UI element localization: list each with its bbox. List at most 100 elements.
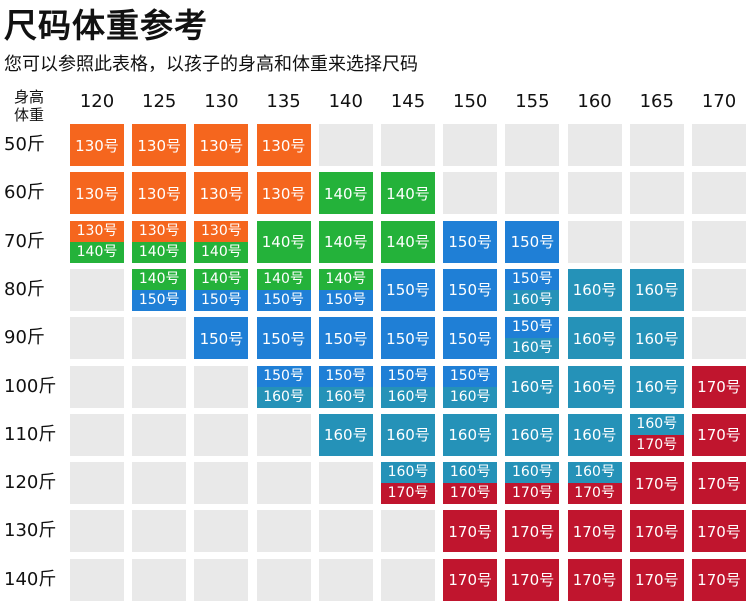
size-label: 150号 <box>443 268 498 311</box>
empty-cell <box>692 268 746 311</box>
size-label: 140号 <box>132 241 187 263</box>
size-cell: 170号 <box>629 510 684 553</box>
size-label: 150号 <box>194 289 249 311</box>
size-cell: 150号 <box>381 268 435 311</box>
size-cell: 140号 <box>318 220 373 263</box>
size-cell: 150号 <box>256 317 311 360</box>
empty-cell <box>505 124 560 166</box>
empty-cell <box>443 124 498 166</box>
size-label: 160号 <box>443 462 498 484</box>
size-cell: 160号 170号 <box>567 462 622 505</box>
size-label: 150号 <box>505 220 560 263</box>
empty-cell <box>318 558 373 601</box>
weight-header-9: 140斤 <box>4 568 57 590</box>
size-label: 170号 <box>443 558 498 601</box>
size-cell: 150号 <box>443 317 498 360</box>
size-label: 140号 <box>256 268 311 290</box>
size-label: 170号 <box>692 558 746 601</box>
size-cell: 150号 <box>381 317 435 360</box>
size-cell: 160号 <box>629 365 684 408</box>
size-label: 170号 <box>381 483 435 505</box>
size-label: 140号 <box>70 241 124 263</box>
weight-header-6: 110斤 <box>4 423 57 445</box>
size-cell: 160号 <box>629 268 684 311</box>
size-cell: 160号 <box>381 413 435 456</box>
size-label: 160号 <box>505 289 560 311</box>
corner-label: 身高 体重 <box>6 88 52 124</box>
size-cell: 170号 <box>567 558 622 601</box>
size-cell: 160号 170号 <box>505 462 560 505</box>
height-header-125: 125 <box>142 91 177 112</box>
size-label: 140号 <box>194 241 249 263</box>
size-label: 170号 <box>692 365 746 408</box>
size-label: 160号 <box>567 462 622 484</box>
size-label: 160号 <box>505 365 560 408</box>
weight-header-0: 50斤 <box>4 134 45 155</box>
size-cell: 140号 150号 <box>194 268 249 311</box>
weight-header-8: 130斤 <box>4 520 57 542</box>
page-title: 尺码体重参考 <box>4 6 208 45</box>
height-header-135: 135 <box>266 91 301 112</box>
size-label: 170号 <box>629 434 684 456</box>
size-cell: 170号 <box>692 558 746 601</box>
size-cell: 140号 <box>256 220 311 263</box>
size-label: 160号 <box>505 462 560 484</box>
size-cell: 160号 <box>505 413 560 456</box>
size-label: 150号 <box>443 365 498 387</box>
size-label: 150号 <box>318 317 373 360</box>
empty-cell <box>692 220 746 263</box>
size-label: 170号 <box>443 483 498 505</box>
empty-cell <box>132 365 187 408</box>
empty-cell <box>381 558 435 601</box>
size-label: 150号 <box>318 289 373 311</box>
empty-cell <box>381 124 435 166</box>
size-cell: 170号 <box>567 510 622 553</box>
size-cell: 140号 <box>381 220 435 263</box>
empty-cell <box>381 510 435 553</box>
weight-header-3: 80斤 <box>4 278 45 300</box>
size-label: 130号 <box>132 220 187 242</box>
size-label: 160号 <box>318 413 373 456</box>
height-header-165: 165 <box>639 91 674 112</box>
size-cell: 150号 <box>443 268 498 311</box>
empty-cell <box>132 558 187 601</box>
size-label: 130号 <box>70 220 124 242</box>
size-label: 170号 <box>692 462 746 505</box>
empty-cell <box>692 317 746 360</box>
size-label: 150号 <box>318 365 373 387</box>
size-label: 160号 <box>256 386 311 408</box>
empty-cell <box>256 558 311 601</box>
size-label: 150号 <box>381 268 435 311</box>
size-label: 170号 <box>692 510 746 553</box>
empty-cell <box>194 365 249 408</box>
empty-cell <box>70 317 124 360</box>
empty-cell <box>132 413 187 456</box>
empty-cell <box>629 172 684 215</box>
size-cell: 130号 140号 <box>70 220 124 263</box>
size-label: 160号 <box>318 386 373 408</box>
size-cell: 140号 150号 <box>318 268 373 311</box>
size-label: 170号 <box>692 413 746 456</box>
size-label: 150号 <box>194 317 249 360</box>
empty-cell <box>70 413 124 456</box>
size-label: 160号 <box>567 365 622 408</box>
size-cell: 160号 <box>567 365 622 408</box>
size-label: 160号 <box>567 268 622 311</box>
size-label: 130号 <box>256 172 311 215</box>
size-label: 160号 <box>381 386 435 408</box>
size-cell: 130号 <box>194 124 249 166</box>
empty-cell <box>567 124 622 166</box>
size-label: 150号 <box>256 317 311 360</box>
page-subtitle: 您可以参照此表格，以孩子的身高和体重来选择尺码 <box>4 54 418 75</box>
size-label: 170号 <box>629 510 684 553</box>
size-cell: 160号 170号 <box>381 462 435 505</box>
size-label: 170号 <box>629 558 684 601</box>
empty-cell <box>692 124 746 166</box>
size-label: 160号 <box>443 413 498 456</box>
size-cell: 130号 <box>194 172 249 215</box>
size-label: 140号 <box>381 172 435 215</box>
empty-cell <box>318 124 373 166</box>
size-cell: 150号 160号 <box>318 365 373 408</box>
empty-cell <box>505 172 560 215</box>
empty-cell <box>70 365 124 408</box>
